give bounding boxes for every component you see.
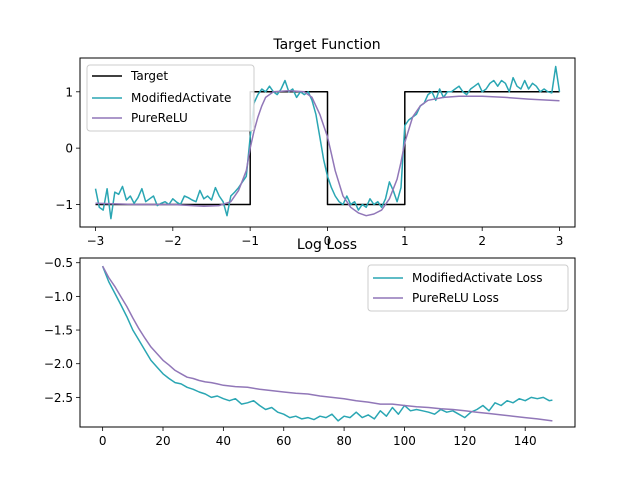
x-tick-label: 120 bbox=[453, 434, 476, 448]
series-line-modifiedactivate bbox=[94, 65, 561, 220]
legend-label-pure: PureReLU bbox=[131, 111, 188, 125]
y-tick-label: −2.5 bbox=[44, 391, 73, 405]
plot-frame bbox=[79, 257, 576, 428]
chart-title: Target Function bbox=[272, 37, 380, 53]
y-tick-label: −2.0 bbox=[44, 357, 73, 371]
y-tick-label: 0 bbox=[65, 142, 73, 156]
x-tick-label: −3 bbox=[87, 234, 105, 248]
series-line-modifiedactivate-loss bbox=[101, 265, 553, 422]
x-axis-ticks: 0 20 40 60 80 100 120 140 bbox=[99, 427, 537, 448]
y-tick-label: −1 bbox=[55, 198, 73, 212]
legend-label-modified-loss: ModifiedActivate Loss bbox=[412, 271, 543, 285]
x-axis-ticks: −3 −2 −1 0 1 2 3 bbox=[87, 227, 564, 248]
y-tick-label: −1.0 bbox=[44, 290, 73, 304]
x-tick-label: 40 bbox=[216, 434, 231, 448]
x-tick-label: 140 bbox=[514, 434, 537, 448]
legend-label-modified: ModifiedActivate bbox=[131, 91, 231, 105]
x-tick-label: 20 bbox=[155, 434, 170, 448]
y-axis-ticks: 1 0 −1 bbox=[55, 85, 80, 212]
x-tick-label: 60 bbox=[276, 434, 291, 448]
legend-box bbox=[367, 264, 569, 312]
log-loss-panel: Log Loss 0 20 40 60 80 100 120 140 −0.5−1.0−1.5… bbox=[44, 237, 576, 448]
y-tick-label: −1.5 bbox=[44, 324, 73, 338]
x-tick-label: 2 bbox=[478, 234, 486, 248]
chart-title: Log Loss bbox=[297, 237, 357, 253]
x-tick-label: −1 bbox=[241, 234, 259, 248]
x-tick-label: 80 bbox=[336, 434, 351, 448]
plot-series bbox=[94, 65, 561, 220]
legend-label-pure-loss: PureReLU Loss bbox=[412, 291, 499, 305]
x-tick-label: 0 bbox=[324, 234, 332, 248]
series-line-target bbox=[95, 91, 560, 206]
legend: ModifiedActivate Loss PureReLU Loss bbox=[367, 264, 569, 312]
target-function-panel: Target Function −3 −2 −1 0 1 2 3 1 0 −1 Target M… bbox=[55, 37, 576, 248]
legend: Target ModifiedActivate PureReLU bbox=[86, 64, 255, 132]
x-tick-label: 0 bbox=[99, 434, 107, 448]
series-line-purerelu bbox=[95, 89, 560, 217]
legend-label-target: Target bbox=[130, 69, 168, 83]
y-tick-label: −0.5 bbox=[44, 256, 73, 270]
series-line-purerelu-loss bbox=[101, 265, 553, 422]
x-tick-label: 1 bbox=[401, 234, 409, 248]
x-tick-label: −2 bbox=[164, 234, 182, 248]
y-tick-label: 1 bbox=[65, 85, 73, 99]
legend-box bbox=[86, 64, 255, 132]
x-tick-label: 100 bbox=[393, 434, 416, 448]
x-tick-label: 3 bbox=[556, 234, 564, 248]
y-axis-ticks: −0.5 −1.0 −1.5 −2.0 −2.5 bbox=[44, 256, 80, 405]
plot-series bbox=[101, 265, 553, 422]
